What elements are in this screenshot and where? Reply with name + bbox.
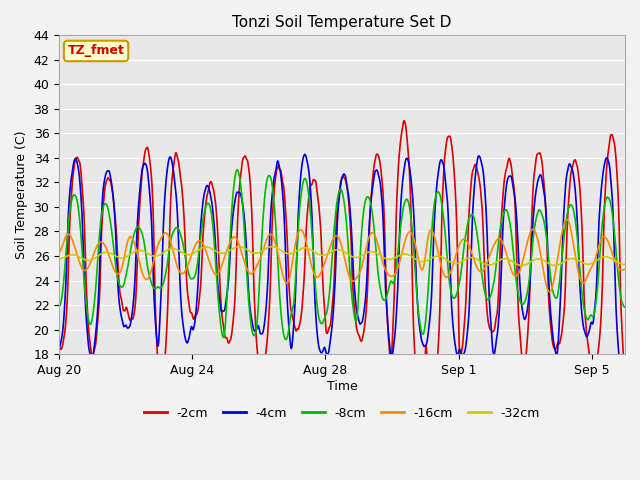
-16cm xyxy=(350,278,358,284)
Line: -8cm: -8cm xyxy=(59,170,625,339)
-4cm xyxy=(150,277,157,283)
-32cm xyxy=(159,250,167,255)
-16cm xyxy=(563,216,570,222)
-2cm xyxy=(417,407,424,412)
-16cm xyxy=(621,266,629,272)
-32cm xyxy=(351,254,358,260)
-4cm xyxy=(301,152,308,157)
-8cm xyxy=(150,285,157,290)
-16cm xyxy=(55,249,63,255)
X-axis label: Time: Time xyxy=(326,380,358,393)
-16cm xyxy=(376,246,383,252)
Line: -4cm: -4cm xyxy=(59,155,625,379)
-32cm xyxy=(376,252,383,258)
-4cm xyxy=(621,376,628,382)
-2cm xyxy=(159,376,167,382)
-16cm xyxy=(319,265,327,271)
Title: Tonzi Soil Temperature Set D: Tonzi Soil Temperature Set D xyxy=(232,15,452,30)
-2cm xyxy=(509,174,516,180)
-8cm xyxy=(233,167,241,173)
-8cm xyxy=(55,304,63,310)
-16cm xyxy=(508,268,516,274)
-2cm xyxy=(376,156,383,162)
Legend: -2cm, -4cm, -8cm, -16cm, -32cm: -2cm, -4cm, -8cm, -16cm, -32cm xyxy=(139,402,545,425)
-4cm xyxy=(319,347,327,353)
Y-axis label: Soil Temperature (C): Soil Temperature (C) xyxy=(15,131,28,259)
Line: -32cm: -32cm xyxy=(59,247,625,265)
-8cm xyxy=(376,283,384,289)
-16cm xyxy=(546,289,554,295)
-16cm xyxy=(159,231,167,237)
-2cm xyxy=(350,304,358,310)
-32cm xyxy=(621,262,629,267)
-8cm xyxy=(282,336,290,342)
-32cm xyxy=(508,258,516,264)
-2cm xyxy=(401,118,408,124)
-2cm xyxy=(319,281,327,287)
-2cm xyxy=(55,346,63,352)
-16cm xyxy=(150,259,157,265)
-2cm xyxy=(150,218,157,224)
-32cm xyxy=(518,263,525,268)
Line: -2cm: -2cm xyxy=(59,121,625,409)
-8cm xyxy=(351,316,359,322)
-4cm xyxy=(159,223,167,228)
-8cm xyxy=(320,318,328,324)
-4cm xyxy=(55,346,63,352)
-8cm xyxy=(509,240,516,246)
Text: TZ_fmet: TZ_fmet xyxy=(68,45,125,58)
-4cm xyxy=(376,176,383,182)
Line: -16cm: -16cm xyxy=(59,219,625,292)
-32cm xyxy=(319,252,327,258)
-32cm xyxy=(268,244,276,250)
-2cm xyxy=(621,372,629,378)
-4cm xyxy=(351,287,358,292)
-32cm xyxy=(150,253,157,259)
-32cm xyxy=(55,255,63,261)
-4cm xyxy=(621,375,629,381)
-4cm xyxy=(508,178,516,183)
-8cm xyxy=(621,304,629,310)
-8cm xyxy=(159,280,167,286)
